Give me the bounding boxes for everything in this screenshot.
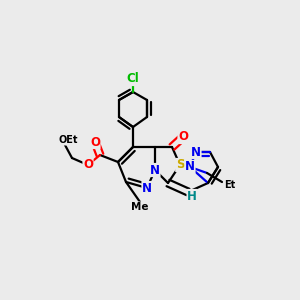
Text: H: H xyxy=(187,190,197,202)
Text: Me: Me xyxy=(131,202,149,212)
Text: N: N xyxy=(142,182,152,194)
Text: Cl: Cl xyxy=(127,73,140,85)
Text: Et: Et xyxy=(224,180,236,190)
Text: O: O xyxy=(90,136,100,148)
Text: N: N xyxy=(191,146,201,158)
Text: S: S xyxy=(176,158,184,172)
Text: OEt: OEt xyxy=(58,135,78,145)
Text: O: O xyxy=(83,158,93,172)
Text: N: N xyxy=(185,160,195,173)
Text: O: O xyxy=(178,130,188,143)
Text: N: N xyxy=(150,164,160,176)
